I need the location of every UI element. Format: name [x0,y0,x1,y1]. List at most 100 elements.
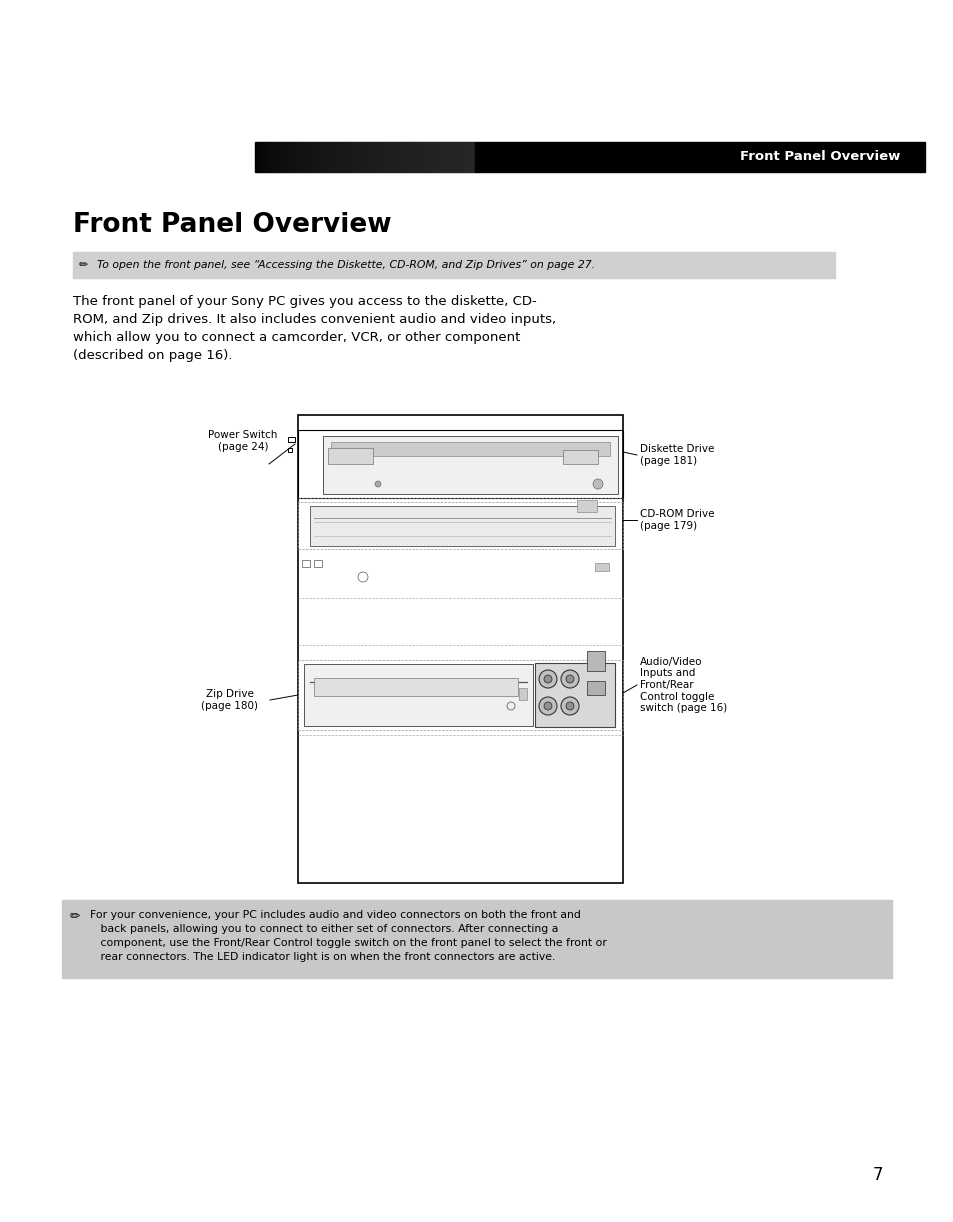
Bar [308,142,309,172]
Bar [339,142,340,172]
Bar [419,142,420,172]
Bar [420,142,421,172]
Bar [336,142,337,172]
Text: Power Switch
(page 24): Power Switch (page 24) [208,430,277,452]
Bar [297,415,622,884]
Bar [374,142,375,172]
Bar [264,142,265,172]
Bar [307,142,308,172]
Bar [387,142,388,172]
Bar [586,681,604,695]
Bar [433,142,434,172]
Bar [459,142,460,172]
Text: Audio/Video
Inputs and
Front/Rear
Control toggle
switch (page 16): Audio/Video Inputs and Front/Rear Contro… [639,656,726,714]
Bar [439,142,440,172]
Bar [357,142,358,172]
Bar [442,142,443,172]
Bar [373,142,374,172]
Bar [434,142,435,172]
Bar [366,142,367,172]
Bar [428,142,429,172]
Bar [310,142,311,172]
Bar [298,142,299,172]
Text: 7: 7 [872,1166,882,1184]
Bar [431,142,432,172]
Bar [417,142,418,172]
Bar [261,142,262,172]
Bar [288,448,292,452]
Bar [260,142,261,172]
Bar [440,142,441,172]
Bar [401,142,402,172]
Bar [360,142,361,172]
Bar [408,142,409,172]
Bar [388,142,389,172]
Bar [322,142,323,172]
Bar [262,142,263,172]
Bar [375,142,376,172]
Bar [390,142,391,172]
Bar [299,142,301,172]
Text: Front Panel Overview: Front Panel Overview [739,150,899,164]
Bar [297,430,622,499]
Bar [458,142,459,172]
Bar [280,142,281,172]
Bar [304,142,305,172]
Bar [361,142,363,172]
Bar [265,142,266,172]
Bar [348,142,349,172]
Bar [277,142,278,172]
Bar [329,142,330,172]
Bar [272,142,273,172]
Text: For your convenience, your PC includes audio and video connectors on both the fr: For your convenience, your PC includes a… [90,910,606,962]
Bar [389,142,390,172]
Bar [364,142,365,172]
Bar [289,142,290,172]
Bar [450,142,451,172]
Bar [430,142,431,172]
Bar [447,142,448,172]
Bar [323,436,618,494]
Bar [368,142,369,172]
Bar [435,142,436,172]
Circle shape [543,701,552,710]
Bar [286,142,287,172]
Bar [395,142,396,172]
Bar [469,142,470,172]
Bar [256,142,257,172]
Bar [320,142,322,172]
Bar [296,142,297,172]
Bar [358,142,359,172]
Bar [577,500,597,512]
Bar [319,142,320,172]
Bar [290,142,291,172]
Bar [398,142,399,172]
Circle shape [375,481,380,488]
Bar [263,142,264,172]
Circle shape [593,479,602,489]
Bar [421,142,422,172]
Bar [275,142,276,172]
Bar [441,142,442,172]
Bar [310,506,615,546]
Bar [318,142,319,172]
Bar [284,142,285,172]
Bar [411,142,412,172]
Bar [397,142,398,172]
Bar [393,142,394,172]
Bar [282,142,283,172]
Bar [429,142,430,172]
Bar [305,142,306,172]
Bar [278,142,280,172]
Bar [328,448,373,464]
Text: which allow you to connect a camcorder, VCR, or other component: which allow you to connect a camcorder, … [73,331,519,345]
Bar [414,142,415,172]
Bar [437,142,438,172]
Bar [378,142,379,172]
Bar [306,142,307,172]
Bar [474,142,475,172]
Bar [385,142,386,172]
Text: ✏: ✏ [70,910,80,923]
Bar [352,142,353,172]
Text: ✏: ✏ [79,260,89,270]
